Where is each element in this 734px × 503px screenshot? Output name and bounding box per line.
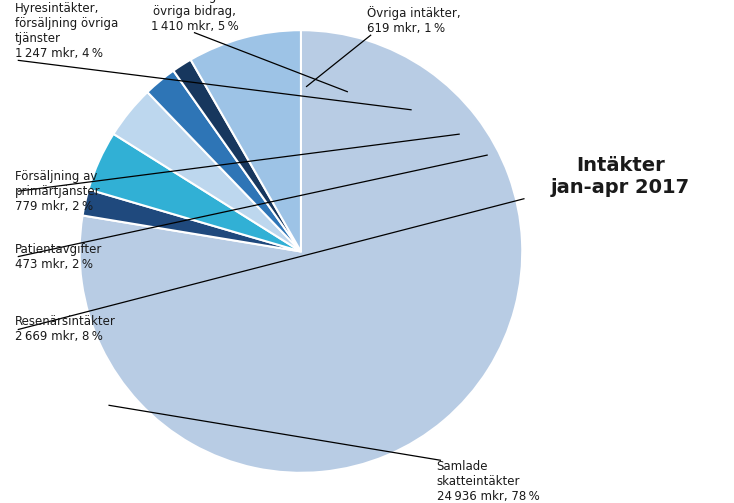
Text: Statsbidrag och
övriga bidrag,
1 410 mkr, 5 %: Statsbidrag och övriga bidrag, 1 410 mkr… (148, 0, 241, 33)
Text: Försäljning av
primärtjänster
779 mkr, 2 %: Försäljning av primärtjänster 779 mkr, 2… (15, 170, 101, 213)
Text: Övriga intäkter,
619 mkr, 1 %: Övriga intäkter, 619 mkr, 1 % (367, 6, 461, 35)
Wedge shape (173, 60, 301, 252)
Text: Patientavgifter
473 mkr, 2 %: Patientavgifter 473 mkr, 2 % (15, 242, 102, 271)
Text: Samlade
skatteintäkter
24 936 mkr, 78 %: Samlade skatteintäkter 24 936 mkr, 78 % (437, 460, 539, 503)
Wedge shape (82, 189, 301, 252)
Wedge shape (89, 134, 301, 252)
Wedge shape (114, 92, 301, 252)
Wedge shape (79, 30, 523, 473)
Text: Intäkter
jan-apr 2017: Intäkter jan-apr 2017 (550, 155, 690, 197)
Text: Hyresintäkter,
försäljning övriga
tjänster
1 247 mkr, 4 %: Hyresintäkter, försäljning övriga tjänst… (15, 3, 118, 60)
Wedge shape (191, 30, 301, 252)
Wedge shape (148, 70, 301, 252)
Text: Resenärsintäkter
2 669 mkr, 8 %: Resenärsintäkter 2 669 mkr, 8 % (15, 315, 115, 344)
